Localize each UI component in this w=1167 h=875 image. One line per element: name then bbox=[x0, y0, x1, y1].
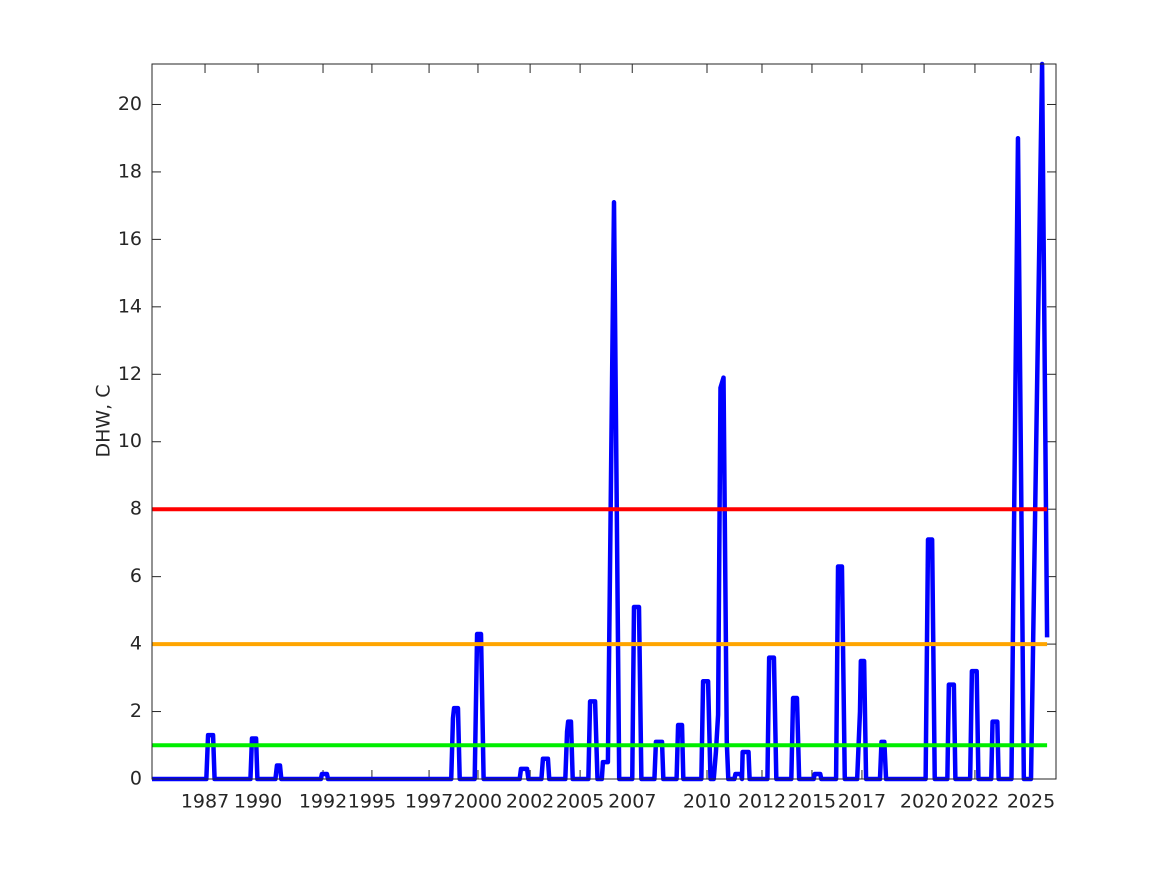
x-tick-label: 2000 bbox=[454, 791, 502, 813]
x-tick-label: 2022 bbox=[951, 791, 999, 813]
x-tick-label: 1992 bbox=[299, 791, 347, 813]
y-tick-label: 2 bbox=[130, 700, 142, 722]
y-tick-label: 12 bbox=[118, 363, 142, 385]
y-tick-label: 14 bbox=[118, 295, 142, 317]
x-tick-label: 2012 bbox=[738, 791, 786, 813]
x-tick-label: 2007 bbox=[608, 791, 656, 813]
data-line bbox=[152, 61, 1050, 782]
y-tick-label: 20 bbox=[118, 93, 142, 115]
y-tick-label: 4 bbox=[130, 633, 142, 655]
y-tick-label: 18 bbox=[118, 160, 142, 182]
y-tick-label: 16 bbox=[118, 228, 142, 250]
x-tick-label: 1995 bbox=[348, 791, 396, 813]
x-tick-label: 2020 bbox=[900, 791, 948, 813]
x-tick-label: 2002 bbox=[506, 791, 554, 813]
y-tick-label: 0 bbox=[130, 768, 142, 790]
y-tick-label: 10 bbox=[118, 430, 142, 452]
x-tick-label: 1987 bbox=[181, 791, 229, 813]
y-tick-label: 8 bbox=[130, 498, 142, 520]
y-axis-label: DHW, C bbox=[93, 384, 115, 457]
y-tick-label: 6 bbox=[130, 565, 142, 587]
x-tick-label: 2010 bbox=[683, 791, 731, 813]
x-tick-label: 2015 bbox=[788, 791, 836, 813]
x-tick-label: 1990 bbox=[234, 791, 282, 813]
x-tick-label: 2025 bbox=[1007, 791, 1055, 813]
x-tick-label: 1997 bbox=[405, 791, 453, 813]
x-tick-label: 2005 bbox=[556, 791, 604, 813]
x-tick-label: 2017 bbox=[838, 791, 886, 813]
axes-box bbox=[151, 63, 1057, 780]
